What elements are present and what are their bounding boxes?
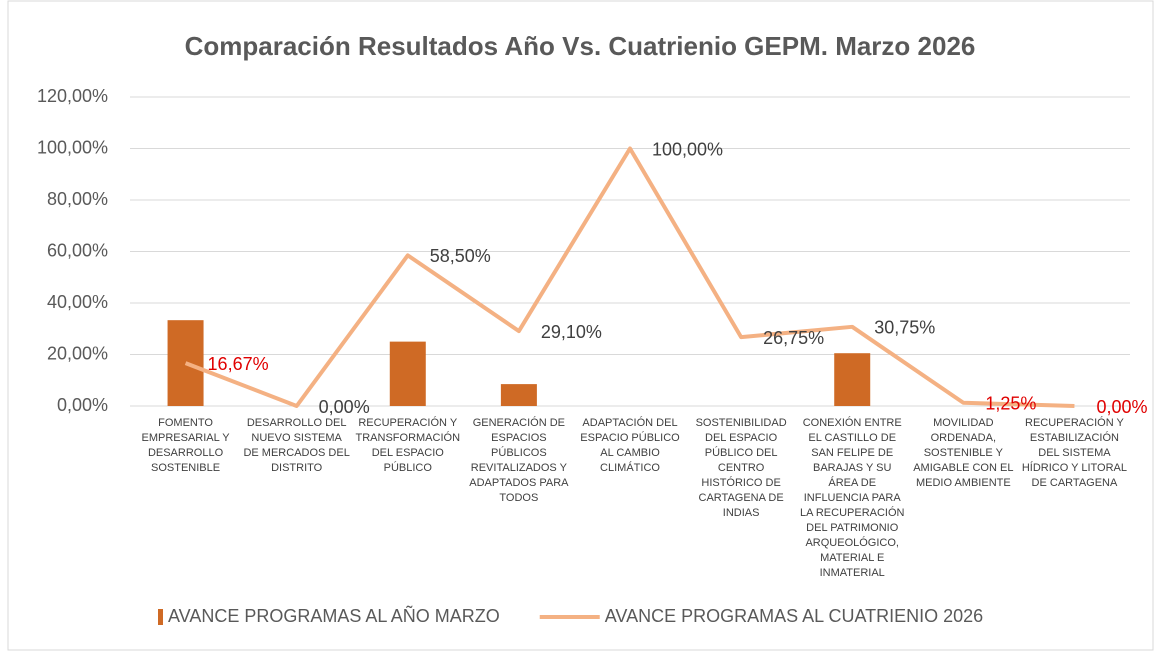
data-label: 100,00% bbox=[652, 139, 723, 159]
y-tick-label: 120,00% bbox=[37, 86, 108, 106]
y-tick-label: 60,00% bbox=[47, 240, 108, 260]
chart-border bbox=[7, 0, 1154, 651]
bar bbox=[389, 341, 426, 406]
bar bbox=[500, 384, 537, 406]
chart-title: Comparación Resultados Año Vs. Cuatrieni… bbox=[185, 31, 976, 61]
y-tick-label: 80,00% bbox=[47, 189, 108, 209]
x-tick-label: ADAPTACIÓN DEL ESPACIO PÚBLICO AL CAMBIO… bbox=[580, 417, 680, 474]
y-tick-label: 0,00% bbox=[57, 395, 108, 415]
bar bbox=[834, 353, 871, 406]
data-label: 16,67% bbox=[208, 354, 269, 374]
x-tick-label: RECUPERACIÓN Y TRANSFORMACIÓN DEL ESPACI… bbox=[355, 417, 461, 474]
legend-label: AVANCE PROGRAMAS AL CUATRIENIO 2026 bbox=[605, 606, 983, 626]
data-label: 29,10% bbox=[541, 322, 602, 342]
data-label: 1,25% bbox=[985, 394, 1036, 414]
data-label: 58,50% bbox=[430, 246, 491, 266]
line bbox=[184, 146, 1075, 408]
y-tick-label: 100,00% bbox=[37, 137, 108, 157]
legend-swatch bbox=[158, 609, 163, 625]
y-tick-label: 20,00% bbox=[47, 343, 108, 363]
x-tick-label: CONEXIÓN ENTRE EL CASTILLO DE SAN FELIPE… bbox=[799, 417, 905, 579]
data-label: 0,00% bbox=[319, 397, 370, 417]
x-tick-label: DESARROLLO DEL NUEVO SISTEMA DE MERCADOS… bbox=[243, 417, 350, 474]
y-tick-label: 40,00% bbox=[47, 292, 108, 312]
legend-label: AVANCE PROGRAMAS AL AÑO MARZO bbox=[168, 605, 500, 626]
x-tick-label: MOVILIDAD ORDENADA, SOSTENIBLE Y AMIGABL… bbox=[913, 417, 1014, 489]
data-label: 26,75% bbox=[763, 328, 824, 348]
data-label: 30,75% bbox=[874, 318, 935, 338]
x-tick-label: SOSTENIBILIDAD DEL ESPACIO PÚBLICO DEL C… bbox=[695, 417, 787, 519]
x-tick-label: FOMENTO EMPRESARIAL Y DESARROLLO SOSTENI… bbox=[141, 417, 230, 474]
x-tick-label: GENERACIÓN DE ESPACIOS PÚBLICOS REVITALI… bbox=[469, 417, 569, 504]
data-label: 0,00% bbox=[1096, 397, 1147, 417]
x-tick-label: RECUPERACIÓN Y ESTABILIZACIÓN DEL SISTEM… bbox=[1021, 417, 1128, 489]
